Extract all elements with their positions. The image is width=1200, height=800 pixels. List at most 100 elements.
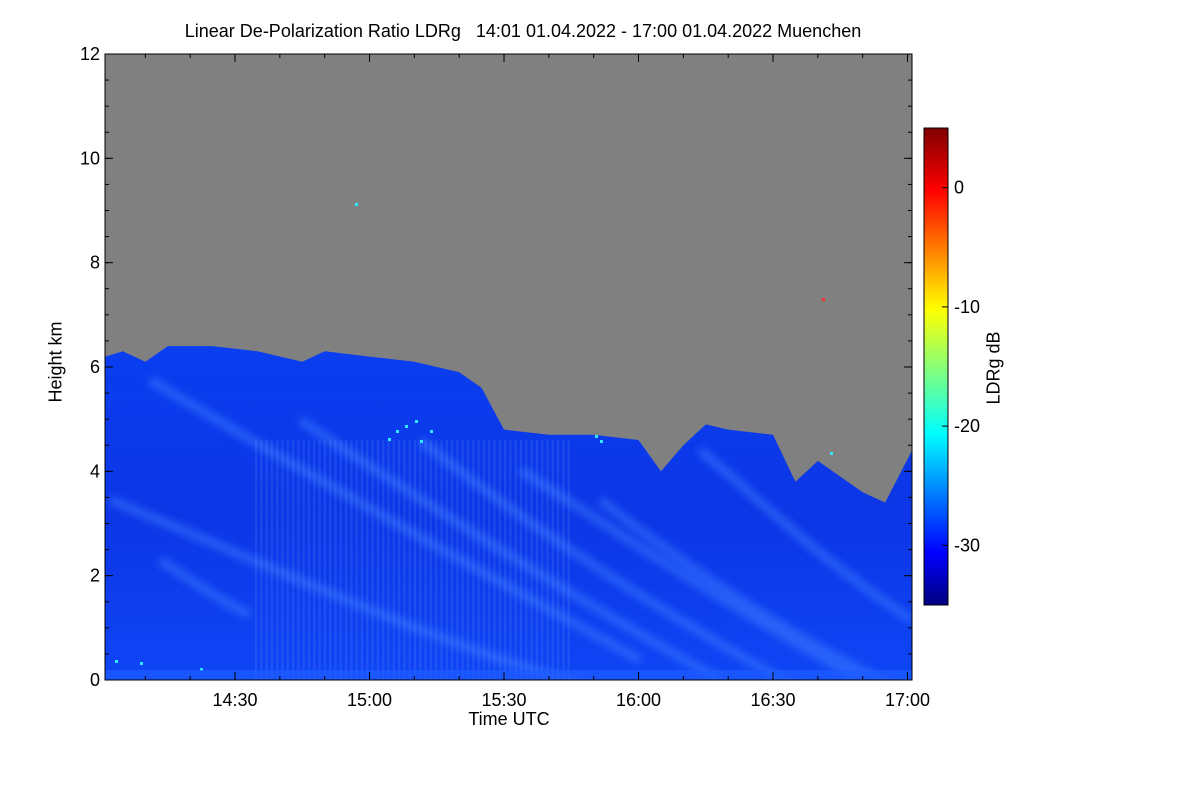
x-tick-label: 15:30 <box>481 690 526 710</box>
stripe <box>525 440 528 680</box>
vertical-stripes <box>255 440 570 680</box>
stripe <box>440 440 443 680</box>
speckle <box>430 430 433 433</box>
stripe <box>387 440 390 680</box>
stripe <box>371 440 374 680</box>
stripe <box>297 440 300 680</box>
stripe <box>286 440 289 680</box>
stripe <box>376 440 379 680</box>
stripe <box>260 440 263 680</box>
speckle <box>595 435 598 438</box>
stripe <box>493 440 496 680</box>
stripe <box>445 440 448 680</box>
speckle <box>822 298 825 301</box>
fall-streak <box>417 436 792 680</box>
stripe <box>313 440 316 680</box>
stripe <box>541 440 544 680</box>
stripe <box>451 440 454 680</box>
stripe <box>403 440 406 680</box>
stripe <box>461 440 464 680</box>
stripe <box>255 440 257 680</box>
chart-title: Linear De-Polarization Ratio LDRg 14:01 … <box>184 21 862 41</box>
fall-streak <box>517 466 863 680</box>
stripe <box>382 440 385 680</box>
colorbar-tick-label: -20 <box>954 416 980 436</box>
stripe <box>366 440 369 680</box>
ground-band <box>105 670 912 680</box>
stripe <box>567 440 570 680</box>
speckle <box>420 440 423 443</box>
stripe <box>345 440 348 680</box>
speckle <box>200 668 203 671</box>
stripe <box>535 440 538 680</box>
stripe <box>334 440 337 680</box>
y-tick-label: 10 <box>80 148 100 168</box>
stripe <box>361 440 363 680</box>
stripe <box>302 440 305 680</box>
stripe <box>392 440 395 680</box>
colorbar-tick-label: -30 <box>954 535 980 555</box>
x-tick-label: 14:30 <box>212 690 257 710</box>
stripe <box>551 440 554 680</box>
stripe <box>514 440 517 680</box>
y-tick-label: 0 <box>90 670 100 690</box>
stripe <box>292 440 295 680</box>
stripe <box>350 440 353 680</box>
stripe <box>429 440 432 680</box>
stripe <box>414 440 416 680</box>
stripe <box>408 440 411 680</box>
fall-streak <box>597 496 891 680</box>
stripe <box>477 440 480 680</box>
stripe <box>318 440 321 680</box>
speckle <box>355 203 358 206</box>
stripe <box>281 440 284 680</box>
colorbar-tick-label: -10 <box>954 297 980 317</box>
stripe <box>265 440 268 680</box>
stripe <box>467 440 469 680</box>
y-tick-label: 6 <box>90 357 100 377</box>
y-tick-label: 2 <box>90 566 100 586</box>
y-tick-label: 4 <box>90 461 100 481</box>
stripe <box>509 440 512 680</box>
speckle <box>115 660 118 663</box>
stripe <box>308 440 310 680</box>
stripe <box>435 440 438 680</box>
stripe <box>456 440 459 680</box>
speckle <box>415 420 418 423</box>
stripe <box>562 440 565 680</box>
stripe <box>488 440 491 680</box>
stripe <box>472 440 475 680</box>
x-axis-label: Time UTC <box>468 709 550 729</box>
speckle <box>830 452 833 455</box>
stripe <box>398 440 401 680</box>
fall-streaks <box>108 376 912 680</box>
stripe <box>355 440 358 680</box>
x-tick-label: 15:00 <box>347 690 392 710</box>
fall-streak <box>157 556 253 620</box>
stripe <box>339 440 342 680</box>
y-tick-label: 8 <box>90 253 100 273</box>
colorbar-tick-label: 0 <box>954 178 964 198</box>
fall-streak <box>297 416 723 680</box>
stripe <box>504 440 507 680</box>
stripe <box>276 440 279 680</box>
stripe <box>530 440 533 680</box>
speckle <box>600 440 603 443</box>
speckle <box>405 425 408 428</box>
x-tick-label: 16:00 <box>616 690 661 710</box>
stripe <box>557 440 560 680</box>
stripe <box>546 440 549 680</box>
fall-streak <box>147 376 643 664</box>
x-tick-label: 16:30 <box>750 690 795 710</box>
fall-streak <box>697 446 912 624</box>
stripe <box>482 440 485 680</box>
speckle <box>396 430 399 433</box>
stripe <box>520 440 522 680</box>
speckle <box>388 438 391 441</box>
cyan-speckles <box>115 203 833 671</box>
colorbar <box>923 127 949 606</box>
fall-streak <box>108 495 582 680</box>
stripe <box>270 440 273 680</box>
stripe <box>329 440 332 680</box>
